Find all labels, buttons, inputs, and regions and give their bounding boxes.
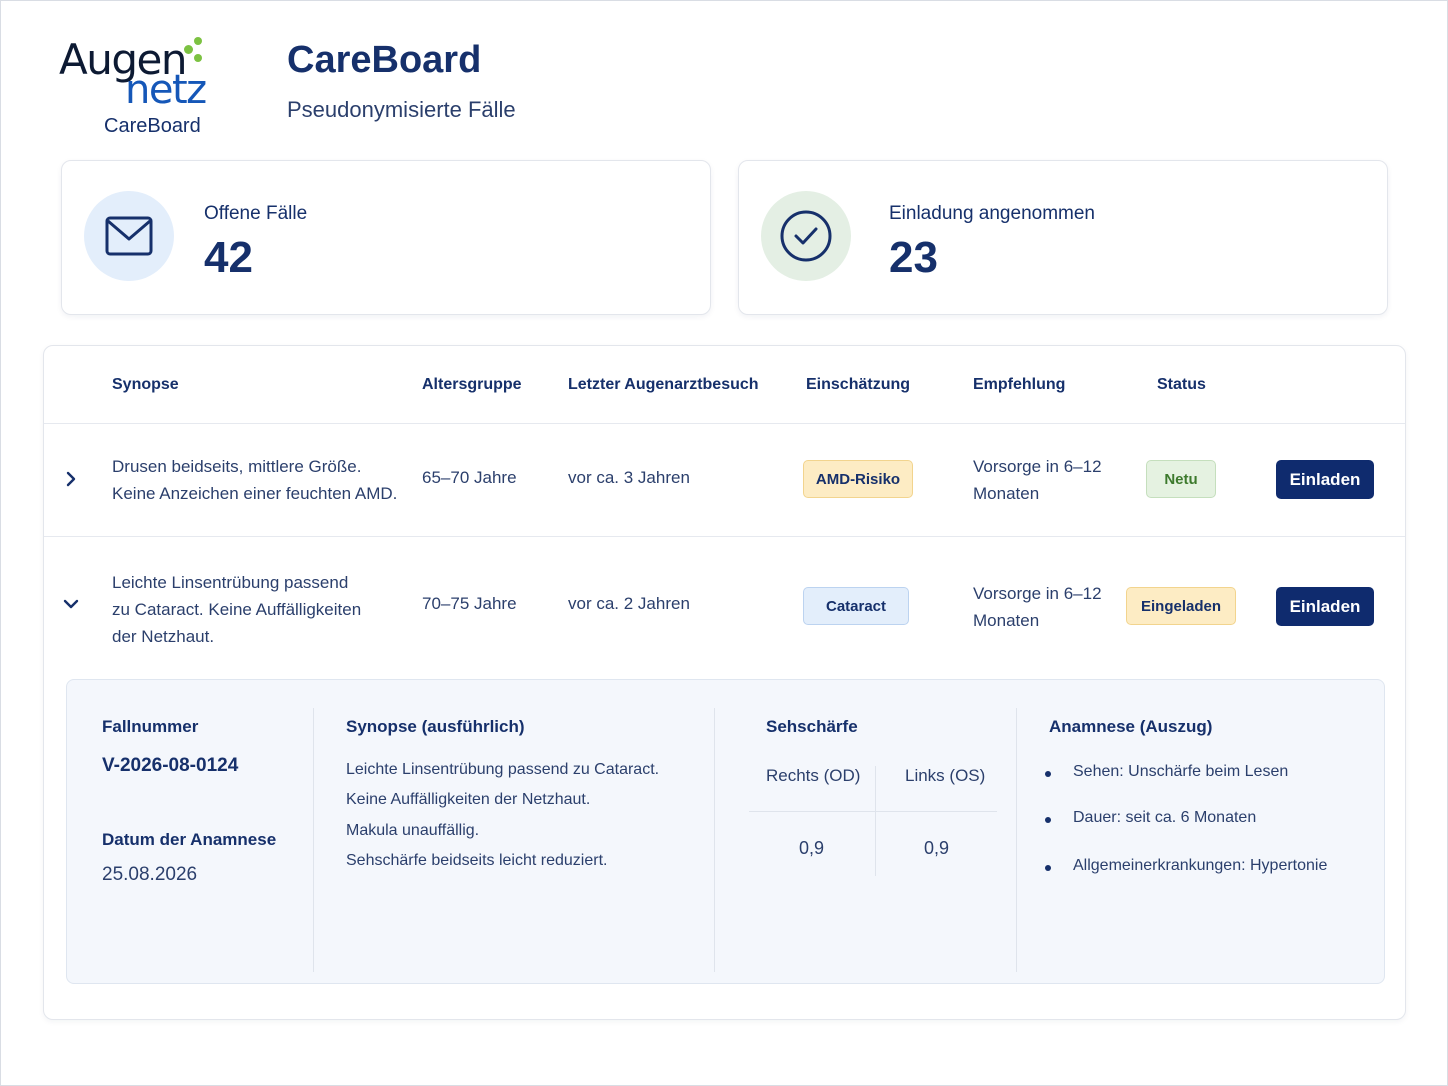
status-badge: Netu (1146, 460, 1216, 498)
row-synopse: Leichte Linsentrübung passend zu Catarac… (112, 569, 361, 650)
assessment-badge: AMD-Risiko (803, 460, 913, 498)
logo-word-augen: Augen (59, 35, 187, 84)
einladen-button[interactable]: Einladen (1276, 587, 1374, 626)
synopse-detail-line: Makula unauffällig. (346, 822, 480, 839)
links-os-value: 0,9 (924, 838, 950, 858)
augennetz-logo: Augen netz CareBoard (57, 35, 217, 145)
table-divider (875, 766, 876, 876)
row-altersgruppe: 65–70 Jahre (422, 468, 517, 487)
synopse-detail-label: Synopse (ausführlich) (346, 717, 525, 736)
logo-dot (184, 45, 193, 54)
row-empfehlung: Vorsorge in 6–12 Monaten (973, 453, 1102, 507)
logo-word-netz: netz (125, 67, 207, 113)
logo-subtitle: CareBoard (104, 115, 201, 137)
chevron-down-icon[interactable] (62, 595, 80, 613)
synopse-line: der Netzhaut. (112, 627, 215, 646)
fallnummer-label: Fallnummer (102, 717, 199, 736)
column-header-einschaetzung[interactable]: Einschätzung (806, 376, 911, 393)
table-row[interactable]: Leichte Linsentrübung passend zu Catarac… (44, 537, 1405, 677)
empfehlung-line: Monaten (973, 611, 1040, 630)
datum-label: Datum der Anamnese (102, 830, 277, 849)
logo-dot (194, 37, 202, 45)
sehschaerfe-label: Sehschärfe (766, 717, 858, 736)
synopse-line: zu Cataract. Keine Auffälligkeiten (112, 600, 362, 619)
empfehlung-line: Monaten (973, 484, 1040, 503)
rechts-od-header: Rechts (OD) (766, 766, 861, 785)
empfehlung-line: Vorsorge in 6–12 (973, 584, 1102, 603)
row-empfehlung: Vorsorge in 6–12 Monaten (973, 580, 1102, 634)
column-divider (1016, 708, 1017, 972)
row-divider (44, 536, 1405, 537)
anamnese-item: Allgemeinerkrankungen: Hypertonie (1044, 857, 1328, 875)
check-circle-icon (780, 210, 832, 262)
page-title: CareBoard (287, 39, 482, 81)
table-row[interactable]: Drusen beidseits, mittlere Größe. Keine … (44, 424, 1405, 536)
envelope-icon-circle (84, 191, 174, 281)
header-divider (44, 423, 1405, 424)
visual-acuity-table: Rechts (OD) Links (OS) 0,9 0,9 (749, 766, 997, 876)
anamnese-item: Dauer: seit ca. 6 Monaten (1044, 809, 1257, 827)
row-synopse: Drusen beidseits, mittlere Größe. Keine … (112, 453, 397, 507)
synopse-detail-line: Keine Auffälligkeiten der Netzhaut. (346, 791, 591, 808)
cases-table: Synopse Altersgruppe Letzter Augenarztbe… (43, 345, 1406, 1020)
synopse-line: Leichte Linsentrübung passend (112, 573, 349, 592)
column-header-empfehlung[interactable]: Empfehlung (973, 376, 1066, 393)
table-divider (749, 811, 997, 812)
empfehlung-line: Vorsorge in 6–12 (973, 457, 1102, 476)
column-header-status[interactable]: Status (1157, 376, 1206, 393)
synopse-detail-line: Sehschärfe beidseits leicht reduziert. (346, 852, 608, 869)
column-divider (313, 708, 314, 972)
links-os-header: Links (OS) (905, 766, 986, 785)
stat-label: Einladung angenommen (889, 203, 1095, 224)
stat-card-einladung-angenommen: Einladung angenommen 23 (738, 160, 1388, 315)
status-badge: Eingeladen (1126, 587, 1236, 625)
check-circle-icon-circle (761, 191, 851, 281)
synopse-line: Keine Anzeichen einer feuchten AMD. (112, 484, 398, 503)
assessment-badge: Cataract (803, 587, 909, 625)
einladen-button[interactable]: Einladen (1276, 460, 1374, 499)
case-detail-panel: Fallnummer V-2026-08-0124 Datum der Anam… (66, 679, 1385, 984)
stat-value: 23 (889, 233, 938, 282)
row-altersgruppe: 70–75 Jahre (422, 594, 517, 613)
stat-label: Offene Fälle (204, 203, 308, 224)
anamnese-item-text: Dauer: seit ca. 6 Monaten (1073, 809, 1257, 826)
synopse-line: Drusen beidseits, mittlere Größe. (112, 457, 362, 476)
row-letzter-besuch: vor ca. 3 Jahren (568, 468, 690, 487)
anamnese-item-text: Allgemeinerkrankungen: Hypertonie (1073, 857, 1328, 874)
stat-card-offene-faelle: Offene Fälle 42 (61, 160, 711, 315)
datum-value: 25.08.2026 (102, 864, 198, 885)
anamnese-item-text: Sehen: Unschärfe beim Lesen (1073, 763, 1289, 780)
rechts-od-value: 0,9 (799, 838, 825, 858)
column-divider (714, 708, 715, 972)
fallnummer-value: V-2026-08-0124 (102, 755, 239, 776)
stat-value: 42 (204, 233, 253, 282)
chevron-right-icon[interactable] (62, 470, 80, 488)
anamnese-item: Sehen: Unschärfe beim Lesen (1044, 763, 1289, 781)
anamnese-label: Anamnese (Auszug) (1049, 717, 1213, 736)
row-letzter-besuch: vor ca. 2 Jahren (568, 594, 690, 613)
column-header-letzter-besuch[interactable]: Letzter Augenarztbesuch (568, 376, 759, 393)
envelope-icon (105, 216, 153, 256)
synopse-detail-line: Leichte Linsentrübung passend zu Catarac… (346, 761, 660, 778)
column-header-synopse[interactable]: Synopse (112, 376, 179, 393)
page-subtitle: Pseudonymisierte Fälle (287, 97, 516, 122)
logo-dot (194, 54, 202, 62)
column-header-altersgruppe[interactable]: Altersgruppe (422, 376, 522, 393)
